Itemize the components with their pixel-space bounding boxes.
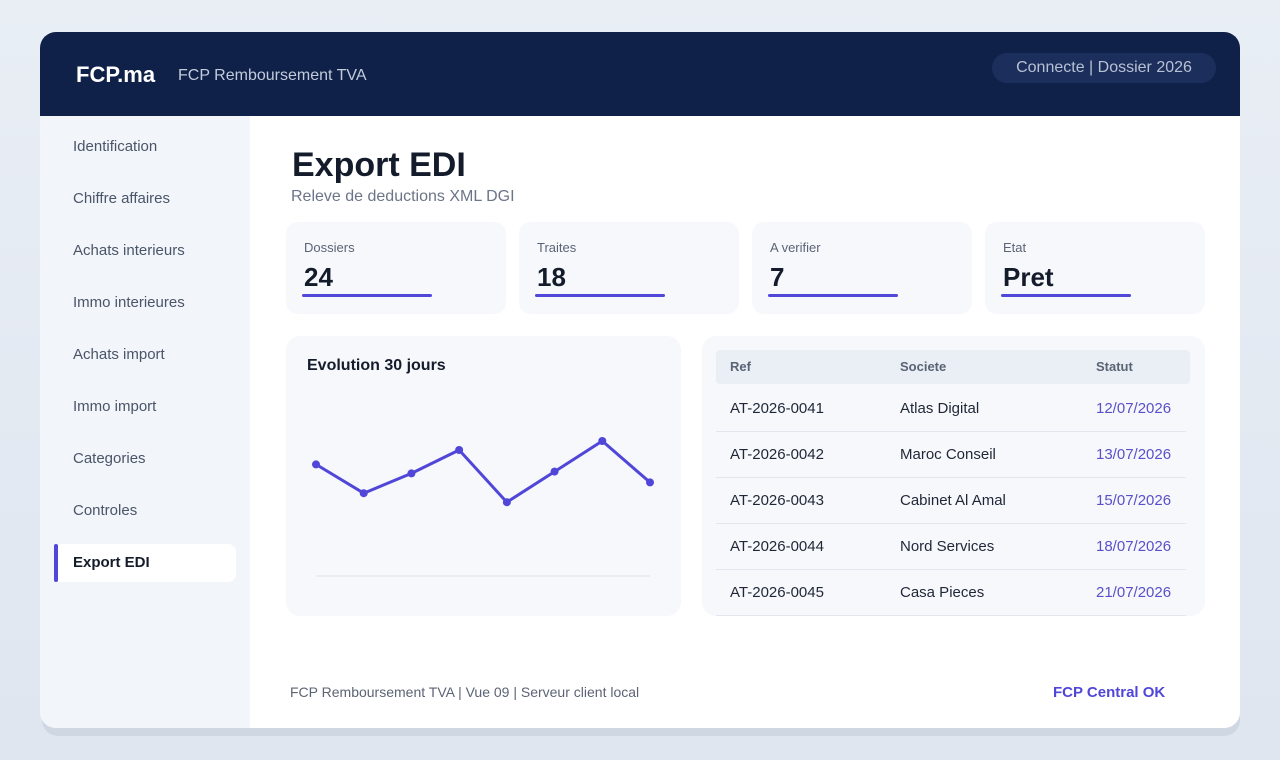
kpi-accent-bar	[535, 294, 665, 297]
kpi-label: Traites	[537, 240, 577, 255]
kpi-value: Pret	[1003, 262, 1054, 292]
cell-ref: AT-2026-0044	[730, 538, 824, 555]
sidebar-item-achats-interieurs[interactable]: Achats interieurs	[73, 242, 185, 259]
kpi-card-etat: Etat Pret	[985, 222, 1205, 314]
kpi-card-a-verifier: A verifier 7	[752, 222, 972, 314]
cell-societe: Atlas Digital	[900, 400, 980, 417]
chart-point[interactable]	[312, 460, 320, 469]
kpi-accent-bar	[768, 294, 898, 297]
cell-societe: Maroc Conseil	[900, 446, 996, 463]
kpi-label: A verifier	[770, 240, 821, 255]
sidebar-item-export-edi[interactable]: Export EDI	[54, 544, 236, 582]
cell-societe: Nord Services	[900, 538, 995, 555]
sidebar-item-achats-import[interactable]: Achats import	[73, 346, 165, 363]
table-header: Ref Societe Statut	[716, 350, 1190, 384]
main-content: Export EDI Releve de deductions XML DGI …	[250, 116, 1240, 728]
chart-point[interactable]	[598, 437, 607, 445]
chart-point[interactable]	[407, 469, 416, 478]
sidebar-item-chiffre-affaires[interactable]: Chiffre affaires	[73, 190, 170, 207]
kpi-value: 7	[770, 262, 785, 292]
table-row[interactable]: AT-2026-0044 Nord Services 18/07/2026	[716, 524, 1186, 570]
cell-societe: Cabinet Al Amal	[900, 492, 1006, 509]
brand-logo[interactable]: FCP.ma	[76, 62, 156, 87]
chart-title: Evolution 30 jours	[307, 357, 446, 374]
cell-ref: AT-2026-0043	[730, 492, 824, 509]
line-chart	[312, 437, 654, 577]
cell-statut: 15/07/2026	[1096, 492, 1172, 509]
sidebar-item-immo-import[interactable]: Immo import	[73, 398, 157, 415]
column-header-ref[interactable]: Ref	[730, 359, 751, 374]
chart-point[interactable]	[646, 478, 654, 487]
column-header-societe[interactable]: Societe	[900, 359, 947, 374]
top-bar: FCP.ma FCP Remboursement TVA Connecte | …	[40, 32, 1240, 116]
chart-point[interactable]	[502, 498, 511, 507]
cell-statut: 21/07/2026	[1096, 584, 1172, 601]
app-subtitle: FCP Remboursement TVA	[178, 67, 367, 84]
cell-statut: 13/07/2026	[1096, 446, 1172, 463]
chart-series-line	[315, 439, 651, 504]
chart-point[interactable]	[359, 489, 368, 498]
page-title: Export EDI	[292, 146, 466, 184]
kpi-card-dossiers: Dossiers 24	[286, 222, 506, 314]
cell-statut: 18/07/2026	[1096, 538, 1172, 555]
kpi-label: Etat	[1003, 240, 1027, 255]
kpi-value: 24	[304, 262, 333, 292]
cell-ref: AT-2026-0041	[730, 400, 824, 417]
sidebar-item-controles[interactable]: Controles	[73, 502, 138, 519]
kpi-card-traites: Traites 18	[519, 222, 739, 314]
footer-status: FCP Central OK	[1053, 684, 1166, 701]
kpi-accent-bar	[302, 294, 432, 297]
table-row[interactable]: AT-2026-0041 Atlas Digital 12/07/2026	[716, 386, 1186, 432]
cell-societe: Casa Pieces	[900, 584, 985, 601]
sidebar-item-categories[interactable]: Categories	[73, 450, 146, 467]
column-header-statut[interactable]: Statut	[1096, 359, 1133, 374]
kpi-accent-bar	[1001, 294, 1131, 297]
chart-point[interactable]	[455, 446, 464, 454]
chart-card: Evolution 30 jours	[286, 336, 681, 616]
sidebar: Identification Chiffre affaires Achats i…	[40, 116, 250, 728]
app-window: FCP.ma FCP Remboursement TVA Connecte | …	[40, 32, 1240, 728]
cell-ref: AT-2026-0045	[730, 584, 824, 601]
page-subtitle: Releve de deductions XML DGI	[291, 188, 515, 205]
table-row[interactable]: AT-2026-0045 Casa Pieces 21/07/2026	[716, 570, 1186, 616]
sidebar-item-immo-interieures[interactable]: Immo interieures	[73, 294, 185, 311]
kpi-label: Dossiers	[304, 240, 355, 255]
cell-statut: 12/07/2026	[1096, 400, 1172, 417]
footer-text: FCP Remboursement TVA | Vue 09 | Serveur…	[290, 684, 640, 700]
session-badge: Connecte | Dossier 2026	[992, 53, 1216, 83]
kpi-value: 18	[537, 262, 566, 292]
table-row[interactable]: AT-2026-0042 Maroc Conseil 13/07/2026	[716, 432, 1186, 478]
chart-point[interactable]	[550, 467, 559, 476]
table-row[interactable]: AT-2026-0043 Cabinet Al Amal 15/07/2026	[716, 478, 1186, 524]
cell-ref: AT-2026-0042	[730, 446, 824, 463]
sidebar-item-identification[interactable]: Identification	[73, 138, 158, 155]
table-card: Ref Societe Statut AT-2026-0041 Atlas Di…	[702, 336, 1205, 616]
